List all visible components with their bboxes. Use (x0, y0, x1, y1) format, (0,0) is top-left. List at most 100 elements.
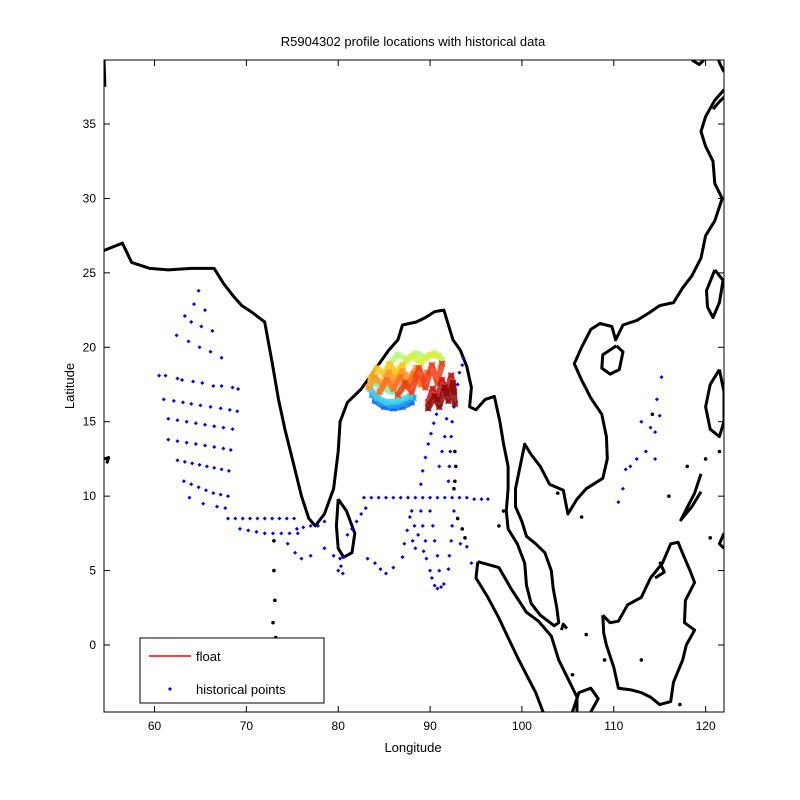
historical-point (418, 509, 423, 514)
historical-point (420, 523, 425, 528)
x-tick-label: 80 (332, 719, 346, 733)
historical-point (440, 449, 445, 454)
coastline-layer (104, 60, 724, 712)
float-profile-marker (447, 372, 455, 380)
historical-point (409, 509, 414, 514)
historical-point (653, 456, 658, 461)
historical-point (345, 532, 350, 537)
historical-point (437, 568, 442, 573)
historical-point (623, 467, 628, 472)
historical-point (223, 506, 228, 511)
coastline-segment (654, 561, 666, 580)
x-tick-label: 60 (148, 719, 162, 733)
island-mark (555, 491, 560, 495)
float-profile-marker (415, 364, 423, 372)
historical-point (441, 581, 446, 586)
historical-point (338, 556, 343, 561)
float-profile-marker (383, 398, 391, 406)
coastline-segment (601, 540, 697, 707)
coastline-segment (691, 60, 705, 66)
coastline-segment (104, 88, 724, 628)
historical-point (230, 427, 235, 432)
historical-point (354, 519, 359, 524)
historical-point (435, 553, 440, 558)
historical-point (212, 445, 217, 450)
historical-point (189, 482, 194, 487)
historical-point (413, 546, 418, 551)
historical-point (643, 449, 648, 454)
historical-point (203, 422, 208, 427)
float-profile-marker (399, 361, 406, 369)
island-mark (271, 620, 275, 625)
float-profile-marker (428, 361, 436, 369)
float-profile-marker (408, 352, 416, 360)
float-profile-marker (426, 351, 434, 359)
legend-historical-label: historical points (196, 682, 286, 697)
historical-point (199, 324, 204, 329)
historical-point (402, 541, 407, 546)
historical-point (198, 403, 203, 408)
coastline-segment (705, 268, 724, 319)
historical-point (211, 384, 216, 388)
historical-point (464, 544, 469, 549)
historical-point (437, 464, 442, 469)
island-mark (717, 449, 722, 454)
coastline-segment (559, 622, 569, 631)
float-profile-marker (451, 400, 459, 408)
historical-point (435, 495, 440, 500)
historical-point (653, 430, 658, 435)
historical-point (628, 464, 633, 469)
historical-point (201, 501, 206, 506)
historical-point (221, 446, 226, 451)
historical-point (451, 509, 456, 514)
island-mark (667, 494, 671, 498)
coastline-segment (600, 344, 625, 376)
historical-point (166, 437, 171, 442)
historical-point (457, 495, 462, 500)
float-profile-marker (385, 369, 393, 377)
island-mark (452, 486, 456, 491)
axis-ticks: 60 70 80 90 100 110 120 0 5 10 15 20 25 30 35 (83, 60, 724, 733)
y-tick-label: 25 (83, 266, 97, 280)
historical-point (197, 345, 202, 350)
historical-point (218, 492, 223, 497)
historical-point (197, 462, 202, 467)
historical-point (448, 449, 453, 454)
historical-point (398, 495, 403, 500)
historical-point (369, 495, 374, 500)
island-mark (453, 464, 458, 469)
x-tick-label: 100 (512, 719, 532, 733)
historical-point (432, 538, 437, 543)
y-tick-label: 5 (89, 564, 96, 578)
historical-point (446, 479, 451, 484)
historical-point (428, 568, 433, 573)
historical-point (174, 333, 179, 338)
historical-point (620, 486, 625, 491)
island-mark (685, 464, 690, 469)
historical-point (182, 314, 187, 319)
historical-point (187, 495, 192, 500)
historical-point (186, 339, 191, 344)
historical-point (444, 416, 449, 421)
historical-point (447, 464, 452, 469)
island-mark (703, 457, 708, 461)
historical-point (203, 308, 208, 313)
historical-point (460, 363, 465, 368)
historical-point (350, 526, 354, 531)
island-mark (678, 702, 682, 707)
historical-point (294, 526, 299, 531)
historical-point (449, 538, 454, 543)
historical-point (472, 497, 477, 502)
coastline-segment (570, 686, 600, 712)
historical-point (432, 583, 437, 588)
historical-point (192, 302, 197, 307)
float-profile-marker (431, 392, 439, 400)
historical-point (175, 376, 180, 381)
historical-point (407, 514, 412, 519)
historical-point (287, 531, 292, 536)
historical-points-layer (157, 288, 664, 591)
historical-point (203, 488, 208, 493)
historical-point (270, 516, 275, 521)
historical-point (648, 425, 653, 430)
historical-point (193, 421, 198, 426)
